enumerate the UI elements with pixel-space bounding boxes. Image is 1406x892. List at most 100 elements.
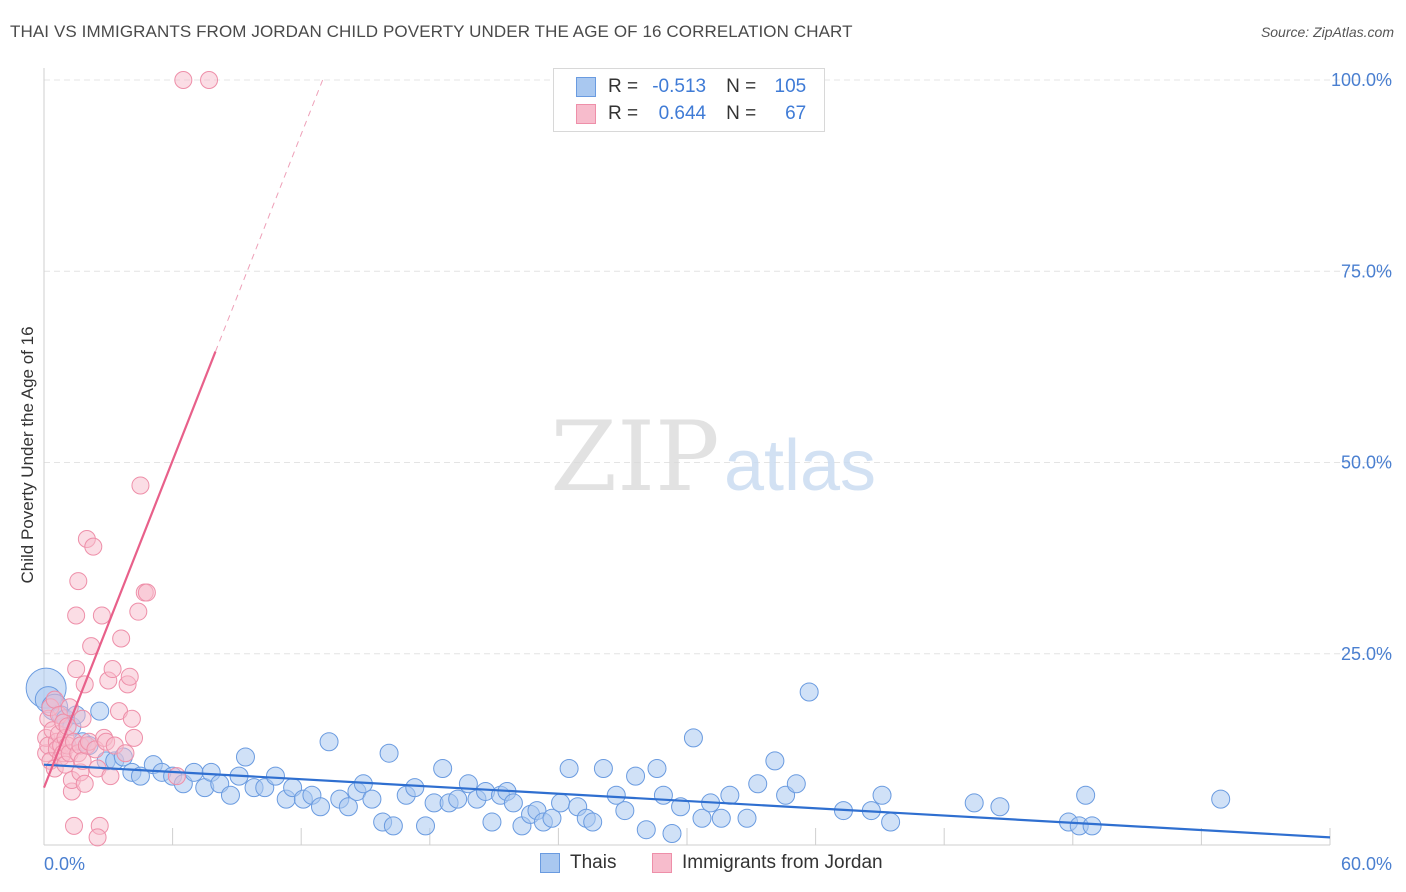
- data-point-jordan: [112, 629, 131, 648]
- y-tick-label: 25.0%: [1341, 644, 1392, 664]
- data-point-jordan: [101, 767, 120, 786]
- data-point-thais: [433, 759, 453, 778]
- data-point-thais: [405, 778, 425, 798]
- correlation-legend: R = -0.513 N = 105 R = 0.644 N = 67: [553, 68, 825, 132]
- legend-r-label: R =: [608, 76, 639, 97]
- data-point-thais: [593, 759, 613, 778]
- data-point-jordan: [137, 583, 156, 602]
- watermark: ZIP atlas: [550, 401, 876, 513]
- data-point-jordan: [167, 767, 186, 786]
- data-point-jordan: [131, 476, 150, 495]
- data-point-thais: [220, 785, 240, 805]
- series-legend: Thais Immigrants from Jordan: [0, 852, 1406, 878]
- data-point-thais: [737, 808, 757, 828]
- watermark-zip: ZIP: [550, 401, 719, 513]
- trend-line-jordan: [42, 351, 217, 789]
- trend-line-thais: [43, 763, 1331, 839]
- legend-item-jordan[interactable]: Immigrants from Jordan: [652, 852, 883, 874]
- y-tick-label: 50.0%: [1341, 453, 1392, 473]
- legend-row-jordan: R = 0.644 N = 67: [576, 102, 806, 126]
- data-point-thais: [1082, 816, 1102, 836]
- data-point-thais: [379, 743, 399, 763]
- legend-n-label: N =: [726, 76, 757, 97]
- legend-swatch-thais: [576, 77, 596, 97]
- data-point-jordan: [200, 71, 219, 89]
- data-point-thais: [559, 759, 579, 778]
- data-point-jordan: [45, 690, 64, 709]
- data-point-thais: [551, 793, 571, 813]
- data-point-thais: [653, 785, 673, 805]
- data-point-thais: [872, 785, 892, 805]
- data-point-jordan: [129, 602, 148, 621]
- data-point-jordan: [120, 667, 139, 686]
- x-tick-label: 60.0%: [1341, 854, 1392, 874]
- legend-n-value-jordan: 67: [785, 103, 807, 124]
- data-point-jordan: [116, 744, 135, 763]
- data-point-thais: [671, 797, 691, 817]
- data-point-jordan: [65, 816, 84, 835]
- data-point-thais: [130, 766, 150, 786]
- series-thais: [25, 667, 1231, 844]
- data-point-thais: [964, 793, 984, 813]
- data-point-jordan: [174, 71, 193, 89]
- legend-r-label: R =: [608, 103, 639, 124]
- data-point-thais: [319, 732, 339, 752]
- legend-r-value-jordan: 0.644: [658, 103, 707, 124]
- data-point-thais: [720, 785, 740, 805]
- data-point-thais: [583, 812, 603, 832]
- data-point-jordan: [73, 709, 92, 728]
- data-point-thais: [990, 797, 1010, 817]
- watermark-atlas: atlas: [724, 426, 876, 506]
- data-point-thais: [647, 759, 667, 778]
- data-point-jordan: [92, 606, 111, 625]
- data-point-thais: [662, 824, 682, 844]
- tick-labels: 25.0% 50.0% 75.0% 100.0% 0.0% 60.0%: [44, 70, 1392, 874]
- data-point-thais: [1211, 789, 1231, 809]
- series-jordan: [37, 71, 219, 847]
- data-point-thais: [606, 785, 626, 805]
- source-label: Source: ZipAtlas.com: [1260, 24, 1394, 40]
- data-point-jordan: [122, 709, 141, 728]
- grid-lines: [44, 79, 1392, 655]
- data-point-thais: [90, 701, 110, 721]
- legend-swatch-thais: [540, 853, 560, 873]
- data-point-thais: [626, 766, 646, 786]
- data-point-thais: [338, 797, 358, 817]
- legend-n-value-thais: 105: [774, 76, 807, 97]
- legend-label-thais: Thais: [570, 852, 617, 873]
- data-point-jordan: [84, 537, 103, 556]
- data-point-jordan: [67, 606, 86, 625]
- chart-title: THAI VS IMMIGRANTS FROM JORDAN CHILD POV…: [10, 22, 853, 41]
- data-point-thais: [362, 789, 382, 809]
- legend-item-thais[interactable]: Thais: [540, 852, 616, 874]
- legend-row-thais: R = -0.513 N = 105: [576, 75, 806, 99]
- legend-n-label: N =: [726, 103, 757, 124]
- data-point-thais: [615, 801, 635, 821]
- data-point-thais: [383, 816, 403, 836]
- data-point-jordan: [103, 660, 122, 679]
- data-point-thais: [799, 682, 819, 702]
- data-point-thais: [310, 797, 330, 817]
- legend-r-value-thais: -0.513: [652, 76, 707, 97]
- data-point-jordan: [88, 828, 107, 847]
- y-tick-label: 100.0%: [1331, 70, 1392, 90]
- data-point-thais: [748, 774, 768, 794]
- trend-lines: [42, 79, 1331, 839]
- data-point-jordan: [75, 774, 94, 793]
- y-axis-label: Child Poverty Under the Age of 16: [18, 326, 37, 583]
- data-point-jordan: [67, 660, 86, 679]
- data-point-thais: [683, 728, 703, 748]
- data-point-thais: [416, 816, 436, 836]
- data-point-thais: [265, 766, 285, 786]
- data-point-thais: [542, 808, 562, 828]
- data-point-thais: [765, 751, 785, 771]
- trend-line-jordan-extension: [215, 79, 324, 352]
- legend-label-jordan: Immigrants from Jordan: [682, 852, 883, 873]
- data-point-jordan: [69, 572, 88, 591]
- legend-swatch-jordan: [652, 853, 672, 873]
- data-point-thais: [711, 808, 731, 828]
- data-point-thais: [482, 812, 502, 832]
- data-point-thais: [235, 747, 255, 767]
- x-tick-label: 0.0%: [44, 854, 85, 874]
